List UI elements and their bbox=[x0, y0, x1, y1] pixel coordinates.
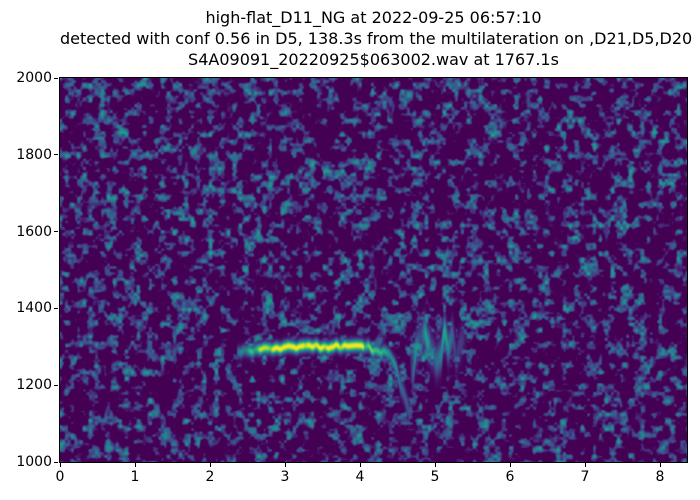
y-tick-mark bbox=[54, 307, 58, 309]
y-tick-label: 1800 bbox=[16, 146, 52, 163]
x-tick-mark bbox=[584, 463, 586, 467]
chart-title: high-flat_D11_NG at 2022-09-25 06:57:10 … bbox=[60, 7, 693, 70]
title-line-1: high-flat_D11_NG at 2022-09-25 06:57:10 bbox=[205, 8, 542, 27]
x-tick-mark bbox=[509, 463, 511, 467]
x-tick-label: 7 bbox=[580, 469, 590, 485]
x-tick-mark bbox=[59, 463, 61, 467]
spectrogram-canvas bbox=[60, 78, 687, 462]
x-tick-label: 2 bbox=[205, 469, 215, 485]
x-tick-mark bbox=[659, 463, 661, 467]
x-tick-label: 5 bbox=[430, 469, 440, 485]
y-tick-mark bbox=[54, 461, 58, 463]
x-tick-label: 3 bbox=[280, 469, 290, 485]
x-tick-label: 4 bbox=[355, 469, 365, 485]
y-tick-label: 1000 bbox=[16, 454, 52, 470]
x-tick-label: 0 bbox=[55, 469, 65, 485]
y-tick-label: 2000 bbox=[16, 70, 52, 86]
x-tick-mark bbox=[284, 463, 286, 467]
x-tick-mark bbox=[434, 463, 436, 467]
x-tick-label: 6 bbox=[505, 469, 515, 485]
y-tick-mark bbox=[54, 154, 58, 156]
y-tick-label: 1600 bbox=[16, 223, 52, 240]
y-tick-label: 1400 bbox=[16, 300, 52, 317]
y-tick-mark bbox=[54, 77, 58, 79]
x-tick-label: 1 bbox=[130, 469, 140, 485]
x-tick-mark bbox=[359, 463, 361, 467]
y-tick-mark bbox=[54, 231, 58, 233]
title-line-2: detected with conf 0.56 in D5, 138.3s fr… bbox=[60, 29, 693, 48]
x-tick-mark bbox=[209, 463, 211, 467]
y-tick-mark bbox=[54, 384, 58, 386]
plot-area bbox=[59, 77, 688, 463]
x-tick-label: 8 bbox=[655, 469, 665, 485]
y-tick-label: 1200 bbox=[16, 377, 52, 394]
title-line-3: S4A09091_20220925$063002.wav at 1767.1s bbox=[188, 50, 559, 69]
x-tick-mark bbox=[134, 463, 136, 467]
